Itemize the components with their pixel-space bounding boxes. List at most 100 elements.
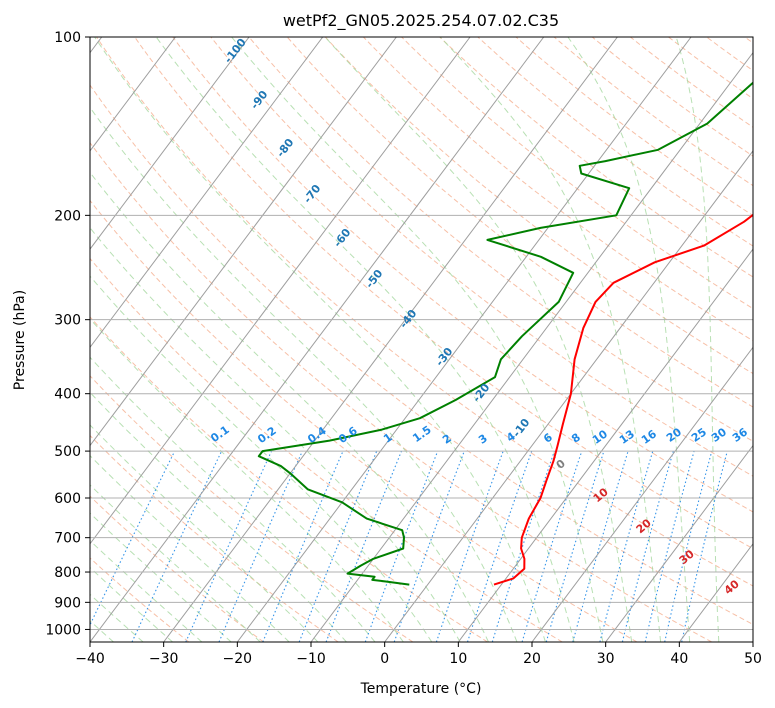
y-tick-label: 500 (54, 444, 81, 460)
isotherm (531, 346, 753, 642)
mixing-ratio-line (466, 450, 533, 642)
dry-adiabat (439, 37, 753, 278)
axis-ticks: −40 −30 −20 −10 0 10 20 30 40 5010020030040050060… (45, 30, 762, 667)
mixing-ratio-line (644, 450, 695, 642)
x-tick-label: 40 (670, 651, 688, 667)
moist-adiabat-label: -90 (248, 88, 271, 112)
mixing-ratio-line (521, 450, 583, 642)
isotherm (310, 51, 753, 642)
dry-adiabat (744, 37, 753, 44)
moist-adiabat (231, 37, 604, 642)
line-labels: 0.1 0.2 0.4 0.6 1 1.5 2 3 4 6 8 10 13 16 20 25 30 36-100-… (208, 36, 750, 597)
dry-adiabat (401, 37, 753, 310)
dry-adiabat (706, 37, 753, 72)
moist-adiabat (90, 512, 232, 642)
mixing-ratio-label: 3 (476, 432, 490, 447)
moist-adiabat (439, 37, 662, 642)
mixing-ratio-label: 8 (569, 431, 583, 446)
isotherm (236, 37, 692, 642)
mixing-ratio-line (131, 450, 223, 642)
mixing-ratio-line (572, 450, 629, 642)
isotherm (90, 37, 250, 250)
temperature-profile (493, 213, 753, 586)
mixing-ratio-line (393, 450, 465, 642)
moist-adiabat-label: -60 (331, 226, 354, 250)
moist-adiabat (90, 106, 518, 642)
mixing-ratio-label: 1.5 (410, 423, 433, 445)
isotherm (90, 37, 397, 447)
dry-adiabat (515, 37, 753, 217)
isotherm (90, 37, 545, 642)
y-tick-label: 1000 (45, 622, 81, 638)
mixing-ratio-label: 1 (381, 431, 395, 446)
moist-adiabat-label: -100 (222, 36, 249, 66)
moist-adiabat (90, 356, 376, 642)
x-tick-label: 30 (597, 651, 615, 667)
x-tick-label: −10 (296, 651, 326, 667)
moist-adiabat (90, 171, 489, 642)
dry-adiabat (324, 37, 753, 375)
mixing-ratio-label: 13 (617, 427, 637, 446)
dry-adiabat (96, 37, 753, 587)
sounding-profiles (257, 81, 753, 586)
x-tick-label: 10 (449, 651, 467, 667)
mixing-ratio-line (185, 450, 273, 642)
isotherm (384, 150, 753, 642)
chart-title: wetPf2_GN05.2025.254.07.02.C35 (283, 11, 559, 31)
isotherm (163, 37, 618, 642)
mixing-ratio-label: 0.6 (336, 424, 360, 446)
dry-adiabat-label: 20 (634, 516, 654, 536)
y-tick-label: 300 (54, 313, 81, 329)
dry-adiabat-label: 40 (722, 577, 742, 597)
mixing-ratio-line (621, 450, 674, 642)
moist-adiabat (90, 275, 433, 642)
dry-adiabat (90, 84, 753, 625)
moist-adiabat (94, 37, 546, 642)
moist-adiabat (90, 454, 290, 642)
moist-adiabat-label: -20 (470, 381, 493, 405)
dry-adiabat (363, 37, 753, 342)
mixing-ratio-line (90, 450, 176, 627)
moist-adiabat (90, 227, 461, 642)
dry-adiabat (90, 199, 638, 642)
dry-adiabat (172, 37, 753, 513)
isotherm (90, 37, 471, 545)
mixing-ratio-label: 6 (541, 430, 555, 445)
dry-adiabat (90, 375, 414, 642)
isotherm (90, 37, 324, 349)
mixing-ratio-line (364, 450, 439, 642)
y-tick-label: 800 (54, 565, 81, 581)
x-tick-label: 0 (380, 651, 389, 667)
dry-adiabat (90, 141, 712, 642)
moist-adiabat (90, 391, 347, 642)
moist-adiabat (155, 37, 575, 642)
moist-adiabat-label: -80 (274, 136, 297, 160)
y-axis-title: Pressure (hPa) (12, 290, 28, 390)
mixing-ratio-label: 0.1 (208, 423, 231, 445)
mixing-ratio-line (325, 450, 403, 642)
mixing-ratio-line (298, 450, 378, 642)
mixing-ratio-line (681, 450, 728, 642)
dry-adiabat (553, 37, 753, 187)
plot-frame (89, 36, 754, 643)
dry-adiabat (90, 495, 264, 642)
x-tick-label: −40 (75, 651, 105, 667)
moist-adiabat (90, 539, 203, 642)
dry-adiabat-label: 30 (677, 547, 697, 567)
moist-adiabat (90, 318, 404, 642)
moist-adiabat (567, 37, 691, 642)
background-reference-lines (90, 37, 753, 642)
mixing-ratio-line (664, 450, 713, 642)
mixing-ratio-line (545, 450, 605, 642)
mixing-ratio-line (491, 450, 555, 642)
dry-adiabat (286, 37, 753, 408)
x-tick-label: 20 (523, 651, 541, 667)
mixing-ratio-line (262, 450, 344, 642)
mixing-ratio-label: 0.4 (305, 424, 329, 446)
isotherm (678, 542, 753, 642)
mixing-ratio-label: 2 (440, 432, 454, 447)
mixing-ratio-label: 16 (639, 427, 659, 447)
x-tick-label: 50 (744, 651, 762, 667)
dry-adiabat-label: 0 (554, 457, 568, 472)
moist-adiabat (675, 37, 720, 642)
